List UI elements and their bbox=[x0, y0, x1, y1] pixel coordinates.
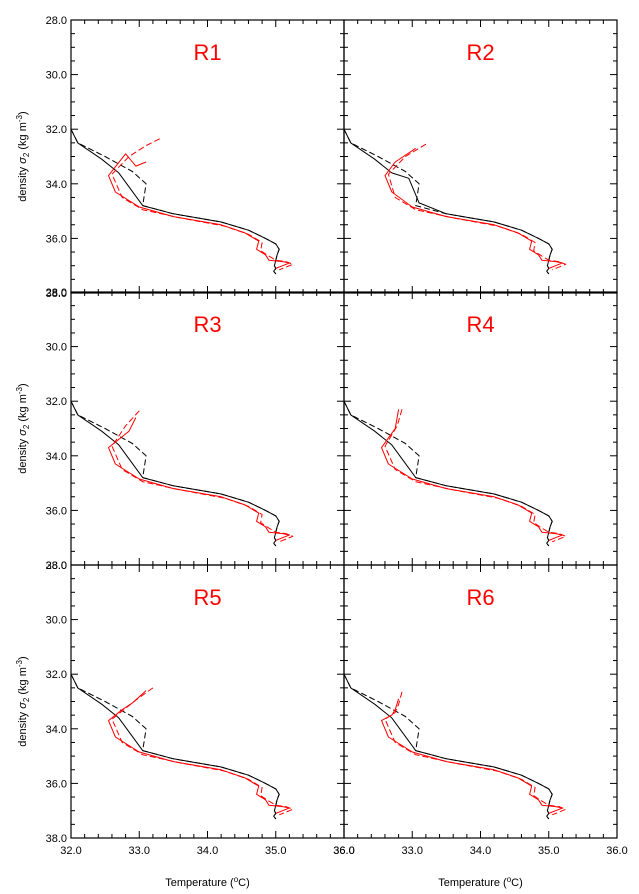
y-axis-title: density σ2 (kg m-3) bbox=[15, 383, 31, 473]
y-tick-label: 32.0 bbox=[46, 669, 67, 681]
panel-title: R2 bbox=[466, 40, 494, 65]
y-tick-label: 28.0 bbox=[46, 15, 67, 27]
series-line-red-dashed bbox=[384, 409, 567, 543]
panel-r3: 28.0 30.0 32.0 34.0 36.0 38.0 R3 bbox=[46, 287, 345, 572]
x-tick-label: 35.0 bbox=[265, 845, 286, 857]
x-tick-label: 33.0 bbox=[402, 845, 423, 857]
x-tick-label: 34.0 bbox=[197, 845, 218, 857]
series-line-black-solid bbox=[343, 400, 553, 547]
panel-title: R5 bbox=[193, 585, 221, 610]
x-tick-label: 34.0 bbox=[470, 845, 491, 857]
axis-titles: Temperature (oC) Temperature (oC) density … bbox=[15, 111, 523, 889]
panel-title: R1 bbox=[193, 40, 221, 65]
y-tick-label: 36.0 bbox=[46, 233, 67, 245]
y-tick-label: 38.0 bbox=[46, 288, 67, 300]
x-tick-label: 36.0 bbox=[606, 845, 627, 857]
y-tick-label: 34.0 bbox=[46, 724, 67, 736]
series-line-black-dashed bbox=[70, 673, 280, 820]
series-line-black-dashed bbox=[70, 400, 280, 547]
panel-title: R6 bbox=[466, 585, 494, 610]
y-tick-label: 30.0 bbox=[46, 342, 67, 354]
y-axis-title: density σ2 (kg m-3) bbox=[15, 656, 31, 746]
series-line-black-dashed bbox=[343, 128, 553, 275]
y-tick-label: 28.0 bbox=[46, 560, 67, 572]
panels-group: 28.0 30.0 32.0 34.0 36.0 38.0 R1 R2 28.0 30.0 32.0… bbox=[46, 15, 628, 857]
series-line-red-solid bbox=[108, 153, 290, 269]
panel-title: R4 bbox=[466, 312, 494, 337]
panel-r6: 36.0 33.0 34.0 35.0 36.0 R6 bbox=[333, 564, 628, 857]
y-tick-label: 38.0 bbox=[46, 560, 67, 572]
y-tick-label: 28.0 bbox=[46, 287, 67, 299]
series-line-black-dashed bbox=[343, 400, 553, 547]
y-tick-label: 30.0 bbox=[46, 615, 67, 627]
panel-r5: 28.030.032.034.036.038.032.0 33.0 34.0 35.0… bbox=[46, 560, 355, 857]
y-tick-label: 32.0 bbox=[46, 396, 67, 408]
series-line-black-solid bbox=[343, 673, 553, 820]
series-line-black-dashed bbox=[70, 128, 280, 275]
series-line-black-solid bbox=[343, 128, 553, 275]
series-line-red-solid bbox=[108, 417, 290, 541]
panel-r2: R2 bbox=[343, 19, 618, 294]
series-line-red-solid bbox=[108, 690, 290, 814]
x-tick-label: 36.0 bbox=[333, 845, 354, 857]
series-line-red-solid bbox=[384, 147, 563, 269]
series-line-red-solid bbox=[381, 698, 563, 814]
y-tick-label: 30.0 bbox=[46, 70, 67, 82]
x-axis-title: Temperature (oC) bbox=[438, 875, 523, 889]
y-tick-label: 32.0 bbox=[46, 124, 67, 136]
y-tick-label: 34.0 bbox=[46, 179, 67, 191]
series-line-black-solid bbox=[70, 400, 280, 547]
series-line-red-dashed bbox=[111, 410, 294, 543]
x-tick-label: 33.0 bbox=[129, 845, 150, 857]
x-tick-label: 32.0 bbox=[60, 845, 81, 857]
series-line-red-dashed bbox=[384, 691, 567, 816]
series-line-red-dashed bbox=[111, 138, 294, 271]
series-line-red-solid bbox=[381, 409, 563, 541]
series-line-red-dashed bbox=[387, 143, 567, 271]
x-tick-label: 36.0 bbox=[333, 845, 354, 857]
y-axis-title: density σ2 (kg m-3) bbox=[15, 111, 31, 201]
series-line-red-dashed bbox=[111, 687, 294, 816]
panel-title: R3 bbox=[193, 312, 221, 337]
series-line-black-solid bbox=[70, 128, 280, 275]
y-tick-label: 36.0 bbox=[46, 505, 67, 517]
y-tick-label: 34.0 bbox=[46, 451, 67, 463]
series-line-black-dashed bbox=[343, 673, 553, 820]
x-tick-label: 35.0 bbox=[538, 845, 559, 857]
y-tick-label: 36.0 bbox=[46, 778, 67, 790]
x-axis-title: Temperature (oC) bbox=[165, 875, 250, 889]
series-line-black-solid bbox=[70, 673, 280, 820]
panel-r4: R4 bbox=[343, 291, 618, 566]
panel-r1: 28.0 30.0 32.0 34.0 36.0 38.0 R1 bbox=[46, 15, 345, 300]
y-tick-label: 38.0 bbox=[46, 833, 67, 845]
